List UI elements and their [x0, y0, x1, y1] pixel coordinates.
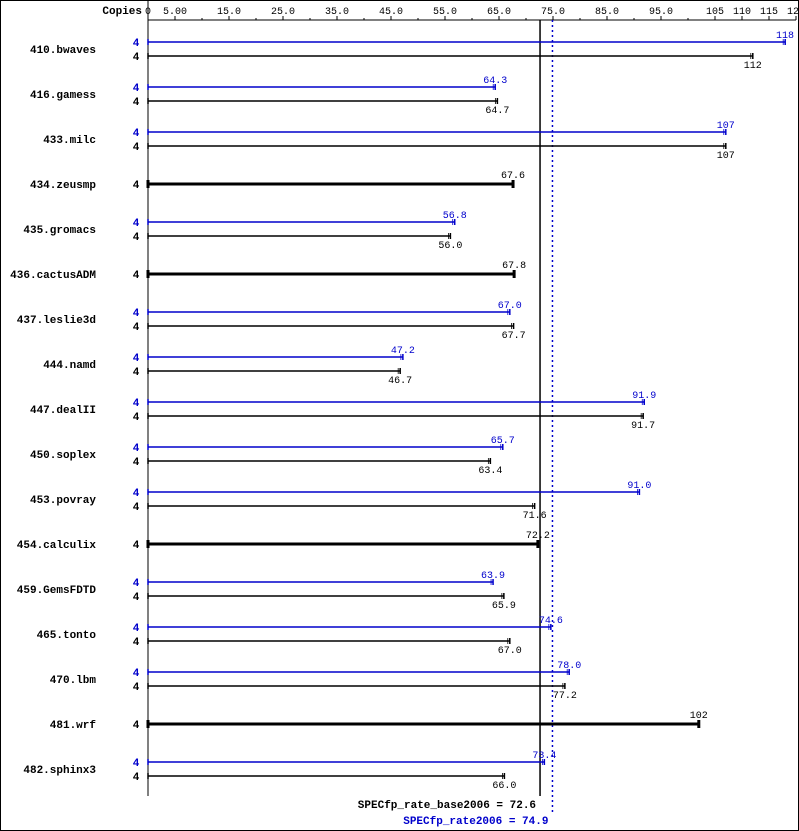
benchmark-name: 453.povray [30, 495, 96, 507]
x-tick-label: 15.0 [217, 7, 241, 18]
base-value-label: 91.7 [631, 421, 655, 432]
benchmark-name: 410.bwaves [30, 45, 96, 57]
benchmark-name: 459.GemsFDTD [17, 585, 97, 597]
base-value-label: 72.2 [526, 531, 550, 542]
base-value-label: 56.0 [438, 241, 462, 252]
copies-peak: 4 [133, 218, 140, 230]
base-value-label: 112 [744, 61, 762, 72]
copies-peak: 4 [133, 578, 140, 590]
peak-value-label: 47.2 [391, 346, 415, 357]
x-tick-label: 5.00 [163, 7, 187, 18]
copies-peak: 4 [133, 443, 140, 455]
copies-peak: 4 [133, 353, 140, 365]
copies-peak: 4 [133, 623, 140, 635]
copies-peak: 4 [133, 128, 140, 140]
base-value-label: 107 [717, 151, 735, 162]
summary-base: SPECfp_rate_base2006 = 72.6 [358, 800, 536, 812]
benchmark-name: 470.lbm [50, 675, 97, 687]
benchmark-name: 481.wrf [50, 720, 97, 732]
benchmark-name: 482.sphinx3 [23, 765, 96, 777]
copies-base: 4 [133, 232, 140, 244]
peak-value-label: 74.6 [539, 616, 563, 627]
copies-peak: 4 [133, 83, 140, 95]
peak-value-label: 73.4 [532, 751, 556, 762]
benchmark-name: 435.gromacs [23, 225, 96, 237]
base-value-label: 67.6 [501, 171, 525, 182]
x-tick-label: 25.0 [271, 7, 295, 18]
copies-base: 4 [133, 322, 140, 334]
benchmark-name: 450.soplex [30, 450, 96, 462]
x-tick-label: 110 [733, 7, 751, 18]
peak-value-label: 67.0 [498, 301, 522, 312]
copies-base: 4 [133, 772, 140, 784]
copies-peak: 4 [133, 308, 140, 320]
peak-value-label: 118 [776, 31, 794, 42]
benchmark-name: 447.dealII [30, 405, 96, 417]
x-tick-label: 75.0 [541, 7, 565, 18]
copies-base: 4 [133, 97, 140, 109]
base-value-label: 64.7 [485, 106, 509, 117]
summary-peak: SPECfp_rate2006 = 74.9 [403, 816, 548, 828]
base-value-label: 66.0 [492, 781, 516, 792]
base-value-label: 77.2 [553, 691, 577, 702]
benchmark-name: 465.tonto [37, 630, 97, 642]
x-tick-label: 120 [787, 7, 799, 18]
copies-peak: 4 [133, 668, 140, 680]
copies-base: 4 [133, 52, 140, 64]
peak-value-label: 78.0 [557, 661, 581, 672]
copies-header: Copies [102, 6, 142, 18]
copies-base: 4 [133, 180, 140, 192]
copies-base: 4 [133, 502, 140, 514]
copies-base: 4 [133, 412, 140, 424]
x-tick-label: 95.0 [649, 7, 673, 18]
peak-value-label: 64.3 [483, 76, 507, 87]
peak-value-label: 56.8 [443, 211, 467, 222]
benchmark-name: 433.milc [43, 135, 96, 147]
benchmark-name: 444.namd [43, 360, 96, 372]
copies-peak: 4 [133, 758, 140, 770]
spec-rate-chart: Copies0 5.00 15.0 25.0 35.0 45.0 55.0 65.0 75.0 8… [0, 0, 799, 831]
peak-value-label: 63.9 [481, 571, 505, 582]
base-value-label: 65.9 [492, 601, 516, 612]
copies-base: 4 [133, 720, 140, 732]
base-value-label: 67.7 [502, 331, 526, 342]
x-tick-label: 85.0 [595, 7, 619, 18]
benchmark-name: 454.calculix [17, 540, 97, 552]
x-tick-label: 45.0 [379, 7, 403, 18]
base-value-label: 67.0 [498, 646, 522, 657]
x-tick-label: 55.0 [433, 7, 457, 18]
benchmark-name: 437.leslie3d [17, 315, 96, 327]
copies-base: 4 [133, 367, 140, 379]
x-tick-label: 65.0 [487, 7, 511, 18]
copies-base: 4 [133, 637, 140, 649]
base-value-label: 46.7 [388, 376, 412, 387]
x-tick-label: 0 [145, 7, 151, 18]
peak-value-label: 65.7 [491, 436, 515, 447]
x-tick-label: 115 [760, 7, 778, 18]
base-value-label: 71.6 [523, 511, 547, 522]
x-tick-label: 105 [706, 7, 724, 18]
copies-base: 4 [133, 682, 140, 694]
copies-peak: 4 [133, 38, 140, 50]
benchmark-name: 434.zeusmp [30, 180, 96, 192]
copies-base: 4 [133, 540, 140, 552]
benchmark-name: 416.gamess [30, 90, 96, 102]
copies-base: 4 [133, 142, 140, 154]
copies-peak: 4 [133, 398, 140, 410]
copies-base: 4 [133, 270, 140, 282]
base-value-label: 63.4 [478, 466, 502, 477]
peak-value-label: 91.9 [632, 391, 656, 402]
peak-value-label: 91.0 [627, 481, 651, 492]
benchmark-name: 436.cactusADM [10, 270, 96, 282]
x-tick-label: 35.0 [325, 7, 349, 18]
copies-base: 4 [133, 457, 140, 469]
base-value-label: 67.8 [502, 261, 526, 272]
copies-base: 4 [133, 592, 140, 604]
copies-peak: 4 [133, 488, 140, 500]
base-value-label: 102 [690, 711, 708, 722]
peak-value-label: 107 [717, 121, 735, 132]
